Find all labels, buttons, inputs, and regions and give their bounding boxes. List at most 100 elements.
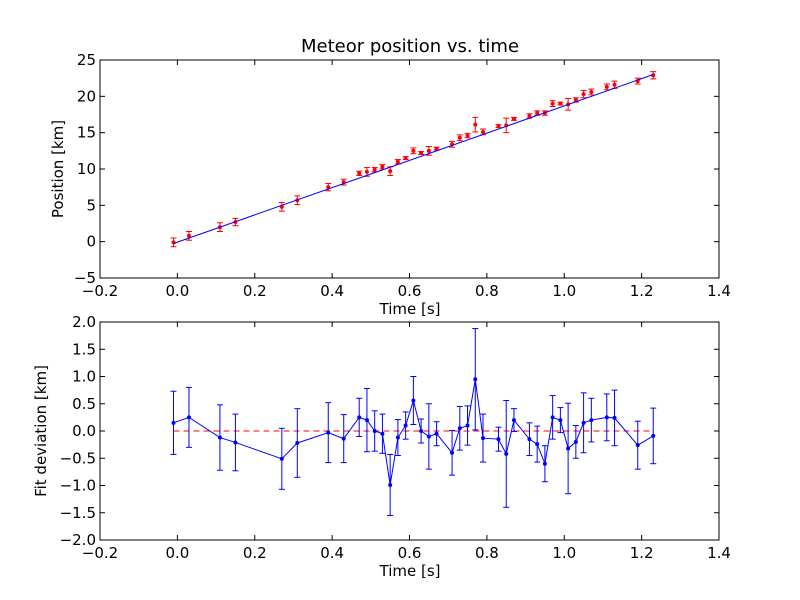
data-point <box>527 437 532 442</box>
data-point <box>364 169 369 174</box>
data-point <box>434 146 439 151</box>
x-tick-label: 0.0 <box>165 544 189 562</box>
data-point <box>612 82 617 87</box>
x-tick-label: 1.4 <box>707 544 731 562</box>
y-tick-label: −5 <box>74 269 96 287</box>
data-point <box>372 167 377 172</box>
chart-title: Meteor position vs. time <box>301 36 519 57</box>
data-marks <box>170 71 657 248</box>
data-point <box>364 418 369 423</box>
data-point <box>558 101 563 106</box>
x-tick-label: 0.6 <box>398 282 422 300</box>
x-tick-label: 0.8 <box>475 544 499 562</box>
y-tick-label: 5 <box>86 196 96 214</box>
x-tick-label: 1.2 <box>630 282 654 300</box>
data-point <box>403 156 408 161</box>
y-axis-label: Fit deviation [km] <box>32 365 50 497</box>
y-tick-labels: −2.0 −1.5 −1.0 −0.5 0.0 0.5 1.0 1.5 2.0 <box>60 313 96 549</box>
data-point <box>481 436 486 441</box>
data-point <box>527 113 532 118</box>
x-axis-label: Time [s] <box>379 300 441 318</box>
data-point <box>419 151 424 156</box>
data-point <box>457 426 462 431</box>
data-point <box>403 423 408 428</box>
data-point <box>457 135 462 140</box>
data-point <box>465 133 470 138</box>
data-point <box>395 159 400 164</box>
x-tick-label: −0.2 <box>82 544 118 562</box>
data-point <box>217 435 222 440</box>
data-point <box>604 84 609 89</box>
data-point <box>566 446 571 451</box>
axis-ticks <box>99 321 720 541</box>
data-point <box>357 171 362 176</box>
data-point <box>171 420 176 425</box>
x-tick-label: 0.2 <box>243 544 267 562</box>
y-tick-label: 1.0 <box>72 368 96 386</box>
data-point <box>589 418 594 423</box>
data-point <box>473 122 478 127</box>
data-point <box>388 169 393 174</box>
x-axis-label: Time [s] <box>379 562 441 580</box>
x-tick-label: 0.6 <box>398 544 422 562</box>
data-point <box>504 451 509 456</box>
x-tick-label: 1.2 <box>630 544 654 562</box>
data-marks <box>170 328 657 516</box>
data-point <box>589 89 594 94</box>
data-point <box>426 148 431 153</box>
data-point <box>233 440 238 445</box>
data-point <box>411 148 416 153</box>
data-point <box>542 461 547 466</box>
data-point <box>573 439 578 444</box>
x-tick-label: 0.4 <box>320 544 344 562</box>
data-point <box>295 440 300 445</box>
data-point <box>372 429 377 433</box>
data-point <box>380 431 385 436</box>
deviation-plot: −0.2 0.0 0.2 0.4 0.6 0.8 1.0 1.2 1.4 −2.0 −1.5 −1.… <box>32 313 731 580</box>
x-tick-label: 1.0 <box>552 282 576 300</box>
data-point <box>550 415 555 420</box>
x-tick-label: 0.2 <box>243 282 267 300</box>
data-point <box>465 423 470 428</box>
data-point <box>651 433 656 438</box>
data-point <box>535 111 540 116</box>
y-tick-labels: −5 0 5 10 15 20 25 <box>74 51 96 287</box>
data-point <box>395 435 400 440</box>
y-tick-label: 2.0 <box>72 313 96 331</box>
x-tick-labels: −0.2 0.0 0.2 0.4 0.6 0.8 1.0 1.2 1.4 <box>82 544 731 562</box>
data-point <box>419 429 424 433</box>
y-tick-label: 15 <box>77 124 96 142</box>
data-point <box>612 415 617 420</box>
data-point <box>481 129 486 134</box>
data-point <box>496 437 501 442</box>
data-point <box>604 415 609 420</box>
y-tick-label: 0.5 <box>72 395 96 413</box>
data-point <box>550 101 555 106</box>
fit-line <box>173 74 654 244</box>
deviation-line <box>173 379 654 486</box>
plot-area <box>99 59 720 279</box>
x-tick-label: 1.0 <box>552 544 576 562</box>
y-tick-label: 0.0 <box>72 422 96 440</box>
data-point <box>279 456 284 461</box>
x-tick-label: 0.0 <box>165 282 189 300</box>
y-tick-label: 20 <box>77 87 96 105</box>
data-point <box>434 431 439 436</box>
data-point <box>450 450 455 455</box>
data-point <box>511 116 516 121</box>
data-point <box>380 164 385 169</box>
data-point <box>535 442 540 447</box>
data-point <box>581 420 586 425</box>
data-point <box>357 415 362 420</box>
y-tick-label: −1.0 <box>60 477 96 495</box>
y-tick-label: 25 <box>77 51 96 69</box>
x-tick-labels: −0.2 0.0 0.2 0.4 0.6 0.8 1.0 1.2 1.4 <box>82 282 731 300</box>
position-plot: Meteor position vs. time −0.2 0.0 0.2 0.4 0.… <box>49 36 731 318</box>
x-tick-label: −0.2 <box>82 282 118 300</box>
y-axis-label: Position [km] <box>49 120 67 218</box>
data-point <box>426 434 431 439</box>
y-tick-label: 10 <box>77 160 96 178</box>
y-tick-label: 0 <box>86 233 96 251</box>
data-point <box>186 233 191 238</box>
axis-ticks <box>99 59 720 279</box>
